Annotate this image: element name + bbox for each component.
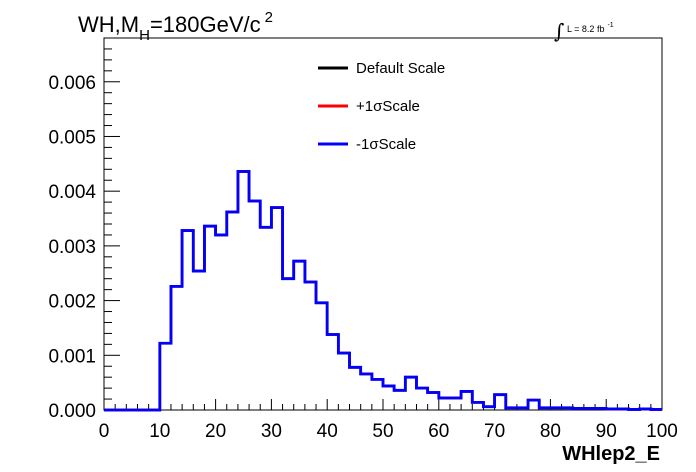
title-main-text: WH,M <box>78 12 139 37</box>
lumi-integral-sign: ∫ <box>554 19 564 43</box>
chart-title: WH,MH=180GeV/c 2 <box>78 9 273 44</box>
title-rest: =180GeV/c <box>150 12 261 37</box>
x-tick-label: 10 <box>149 421 170 442</box>
x-tick-label: 40 <box>317 421 338 442</box>
y-tick-label: 0.003 <box>48 237 96 258</box>
x-tick-label: 0 <box>99 421 110 442</box>
legend-label: Default Scale <box>356 60 445 77</box>
x-tick-label: 20 <box>205 421 226 442</box>
y-tick-label: 0.006 <box>48 73 96 94</box>
y-tick-label: 0.002 <box>48 292 96 313</box>
legend-label: +1σScale <box>356 98 420 115</box>
lumi-text: L = 8.2 fb <box>567 24 604 34</box>
x-tick-label: 50 <box>372 421 393 442</box>
x-tick-label: 90 <box>596 421 617 442</box>
y-tick-label: 0.001 <box>48 346 96 367</box>
x-tick-label: 70 <box>484 421 505 442</box>
y-tick-label: 0.005 <box>48 127 96 148</box>
series-line-2 <box>104 170 662 412</box>
axes: 0 10 20 30 40 50 60 70 80 90 100 0.000 0.001 0.002 0.0… <box>48 48 678 442</box>
y-tick-label: 0.000 <box>48 401 96 422</box>
x-tick-label: 80 <box>540 421 561 442</box>
title-superscript: 2 <box>265 9 273 26</box>
x-tick-label: 30 <box>261 421 282 442</box>
lumi-superscript: -1 <box>607 22 613 29</box>
x-axis-label: WHlep2_E <box>562 443 660 465</box>
lumi-label: L = 8.2 fb -1 <box>567 22 614 34</box>
x-tick-label: 60 <box>428 421 449 442</box>
title-subscript: H <box>139 27 150 44</box>
legend-label: -1σScale <box>356 136 416 153</box>
legend: Default Scale +1σScale -1σScale <box>318 60 445 153</box>
series-group <box>104 170 662 412</box>
y-tick-label: 0.004 <box>48 182 96 203</box>
x-tick-label: 100 <box>646 421 678 442</box>
